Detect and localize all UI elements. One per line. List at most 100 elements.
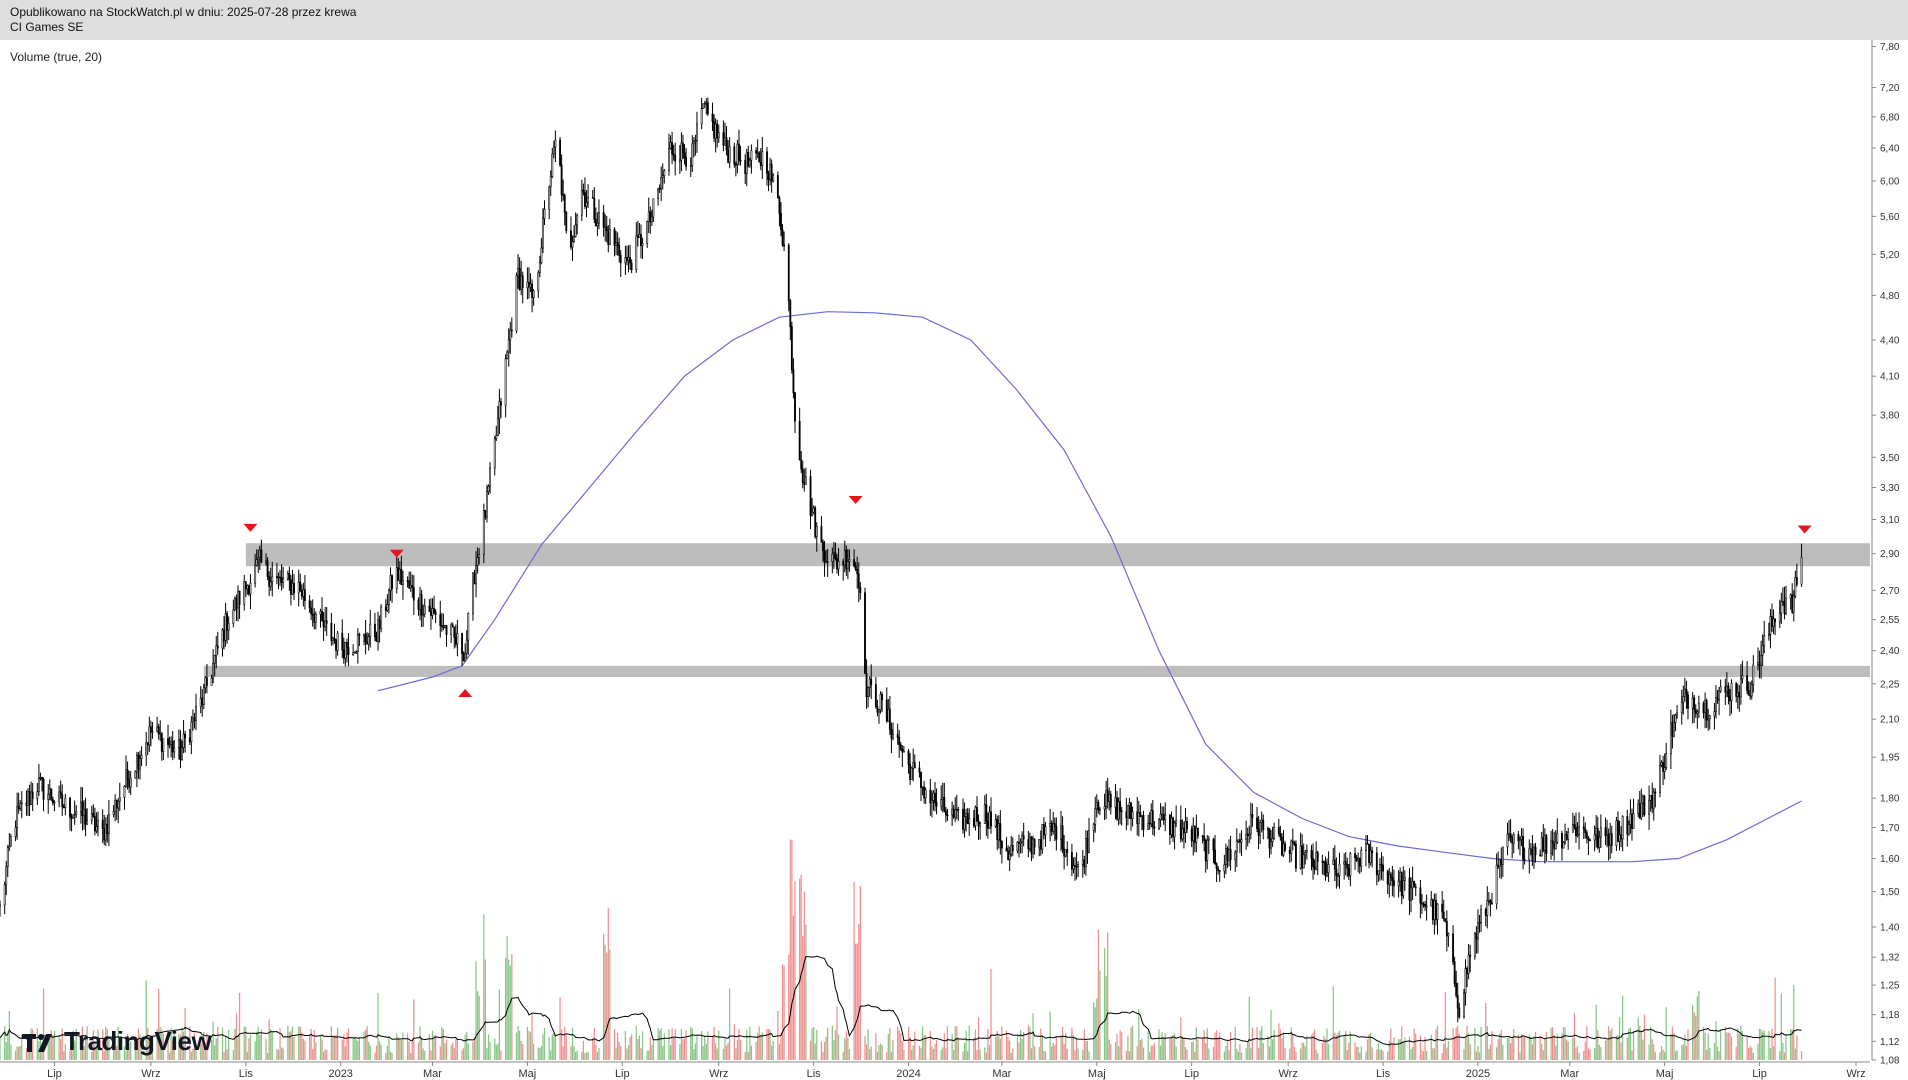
volume-bar (1648, 1044, 1650, 1060)
volume-bar (1735, 1046, 1737, 1060)
volume-bar (704, 1036, 706, 1060)
candle-body (151, 731, 154, 733)
volume-bar (1673, 1032, 1675, 1060)
volume-bar (1163, 1036, 1165, 1060)
candle-body (1251, 814, 1254, 819)
volume-bar (63, 1051, 65, 1060)
volume-bar (652, 1039, 655, 1060)
tradingview-logo[interactable]: TradingView (22, 1026, 212, 1057)
volume-bar (1077, 1048, 1079, 1060)
candle-body (1346, 863, 1349, 869)
volume-bar (1391, 1043, 1394, 1060)
volume-bar (322, 1051, 325, 1060)
volume-bar (105, 1026, 107, 1060)
volume-bar (1219, 1032, 1221, 1060)
volume-bar (1181, 1036, 1183, 1060)
candle-body (188, 737, 191, 743)
candle-body (50, 788, 53, 800)
volume-bar (998, 1035, 1000, 1060)
candle-body (1562, 841, 1565, 849)
candle-body (876, 706, 879, 713)
volume-bar (293, 1036, 295, 1060)
candle-body (618, 244, 621, 256)
candle-body (1347, 867, 1350, 877)
candle-body (482, 509, 485, 555)
volume-bar (1545, 1031, 1548, 1060)
candle-body (1729, 696, 1731, 702)
volume-bar (1620, 1042, 1622, 1060)
candle-body (585, 201, 588, 207)
volume-bar (715, 1042, 717, 1060)
candle-body (823, 550, 826, 564)
candle-body (972, 818, 975, 827)
candle-body (1097, 802, 1100, 811)
candle-body (551, 153, 554, 177)
time-axis[interactable]: Lip Wrz Lis 2023 Mar Maj Lip Wrz Lis 2024 Mar Maj Li… (0, 1061, 1870, 1080)
candle-body (374, 623, 376, 637)
candle-body (1669, 722, 1672, 755)
time-tick-label: Maj (1088, 1068, 1106, 1080)
time-tick-label: Lis (1376, 1068, 1391, 1080)
price-axis[interactable]: 7,807,206,806,406,005,605,204,804,404,10… (1871, 40, 1900, 1067)
candle-body (454, 636, 457, 645)
candle-body (1785, 597, 1787, 614)
volume-bar (1371, 1047, 1373, 1060)
candle-body (1326, 872, 1328, 877)
candle-body (650, 216, 653, 223)
volume-bar (1724, 1027, 1726, 1060)
published-info: Opublikowano na StockWatch.pl w dniu: 20… (10, 5, 357, 19)
candle-body (1543, 834, 1546, 851)
candle-body (887, 708, 890, 722)
price-tick-label: 3,50 (1880, 453, 1900, 464)
candle-body (846, 561, 849, 570)
volume-bar (466, 1031, 468, 1060)
volume-bar (1337, 1032, 1339, 1060)
candle-body (280, 577, 283, 584)
volume-indicator-label[interactable]: Volume (true, 20) (10, 50, 103, 64)
volume-bar (570, 1046, 572, 1060)
volume-bar (366, 1026, 368, 1060)
volume-bar (159, 1026, 161, 1060)
candle-body (713, 121, 716, 139)
price-tick-label: 2,90 (1880, 549, 1900, 560)
volume-bar (584, 1053, 586, 1060)
candle-body (896, 734, 899, 738)
volume-bar (1191, 1042, 1193, 1060)
volume-bar (1038, 1046, 1040, 1060)
candle-body (689, 165, 692, 168)
volume-bar (985, 1052, 987, 1060)
volume-bar (1729, 1033, 1731, 1060)
candle-body (640, 234, 642, 246)
volume-bar (97, 1029, 99, 1060)
candle-body (1641, 795, 1644, 804)
volume-bar (112, 1039, 115, 1060)
volume-bar (1404, 1037, 1406, 1060)
volume-bar (1556, 1033, 1558, 1060)
candle-body (321, 610, 323, 621)
volume-bar (178, 1034, 180, 1060)
volume-bar (1161, 1032, 1163, 1060)
candle-body (182, 733, 185, 748)
time-tick-label: Lis (239, 1068, 254, 1080)
volume-bar (979, 1049, 981, 1060)
candle-body (898, 737, 901, 746)
volume-bar (256, 1031, 258, 1060)
candle-body (787, 244, 790, 302)
volume-bar (508, 959, 510, 1060)
time-tick-label: Wrz (1846, 1068, 1865, 1080)
volume-bar (671, 1028, 673, 1060)
candle-body (1662, 761, 1665, 772)
candle-body (944, 810, 947, 816)
candle-body (831, 553, 834, 562)
candle-body (1685, 688, 1688, 696)
candle-body (1436, 903, 1439, 920)
candle-body (1389, 873, 1392, 878)
candle-body (1757, 662, 1759, 666)
candle-body (1512, 834, 1515, 844)
candle-body (1343, 861, 1346, 865)
candle-body (1501, 846, 1504, 865)
volume-bar (820, 1041, 823, 1060)
candle-body (16, 806, 19, 828)
candle-body (1435, 900, 1437, 920)
